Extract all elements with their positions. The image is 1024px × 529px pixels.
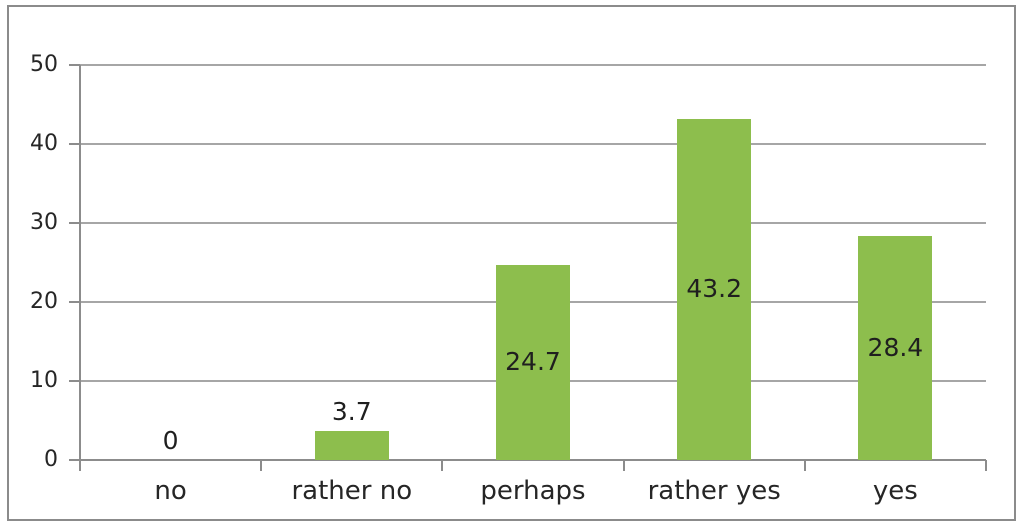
x-axis-category-label: no [154,476,187,506]
y-axis-tick-label: 10 [30,368,58,393]
x-axis-category-label: yes [872,476,918,506]
y-axis-tick-label: 30 [30,210,58,235]
x-axis-category-label: perhaps [480,476,586,506]
bar-value-label: 24.7 [505,347,561,377]
y-axis-tick-label: 20 [30,289,58,314]
y-axis-tick-label: 40 [30,131,58,156]
y-axis-tick-label: 0 [44,447,58,472]
x-axis-category-label: rather yes [647,476,781,506]
y-gridline [80,143,986,145]
bar-value-label: 3.7 [331,396,372,426]
x-axis-category-label: rather no [291,476,413,506]
bar-value-label: 43.2 [686,274,743,304]
bar-value-label: 0 [162,426,179,455]
bar-value-label: 28.4 [867,332,924,362]
bar-rather-no [314,430,389,460]
bar-rather-yes [677,118,752,460]
y-gridline [80,64,986,66]
y-axis-tick-label: 50 [30,52,58,77]
bar-perhaps [496,264,570,460]
y-gridline [80,222,986,224]
bar-yes [858,235,933,460]
